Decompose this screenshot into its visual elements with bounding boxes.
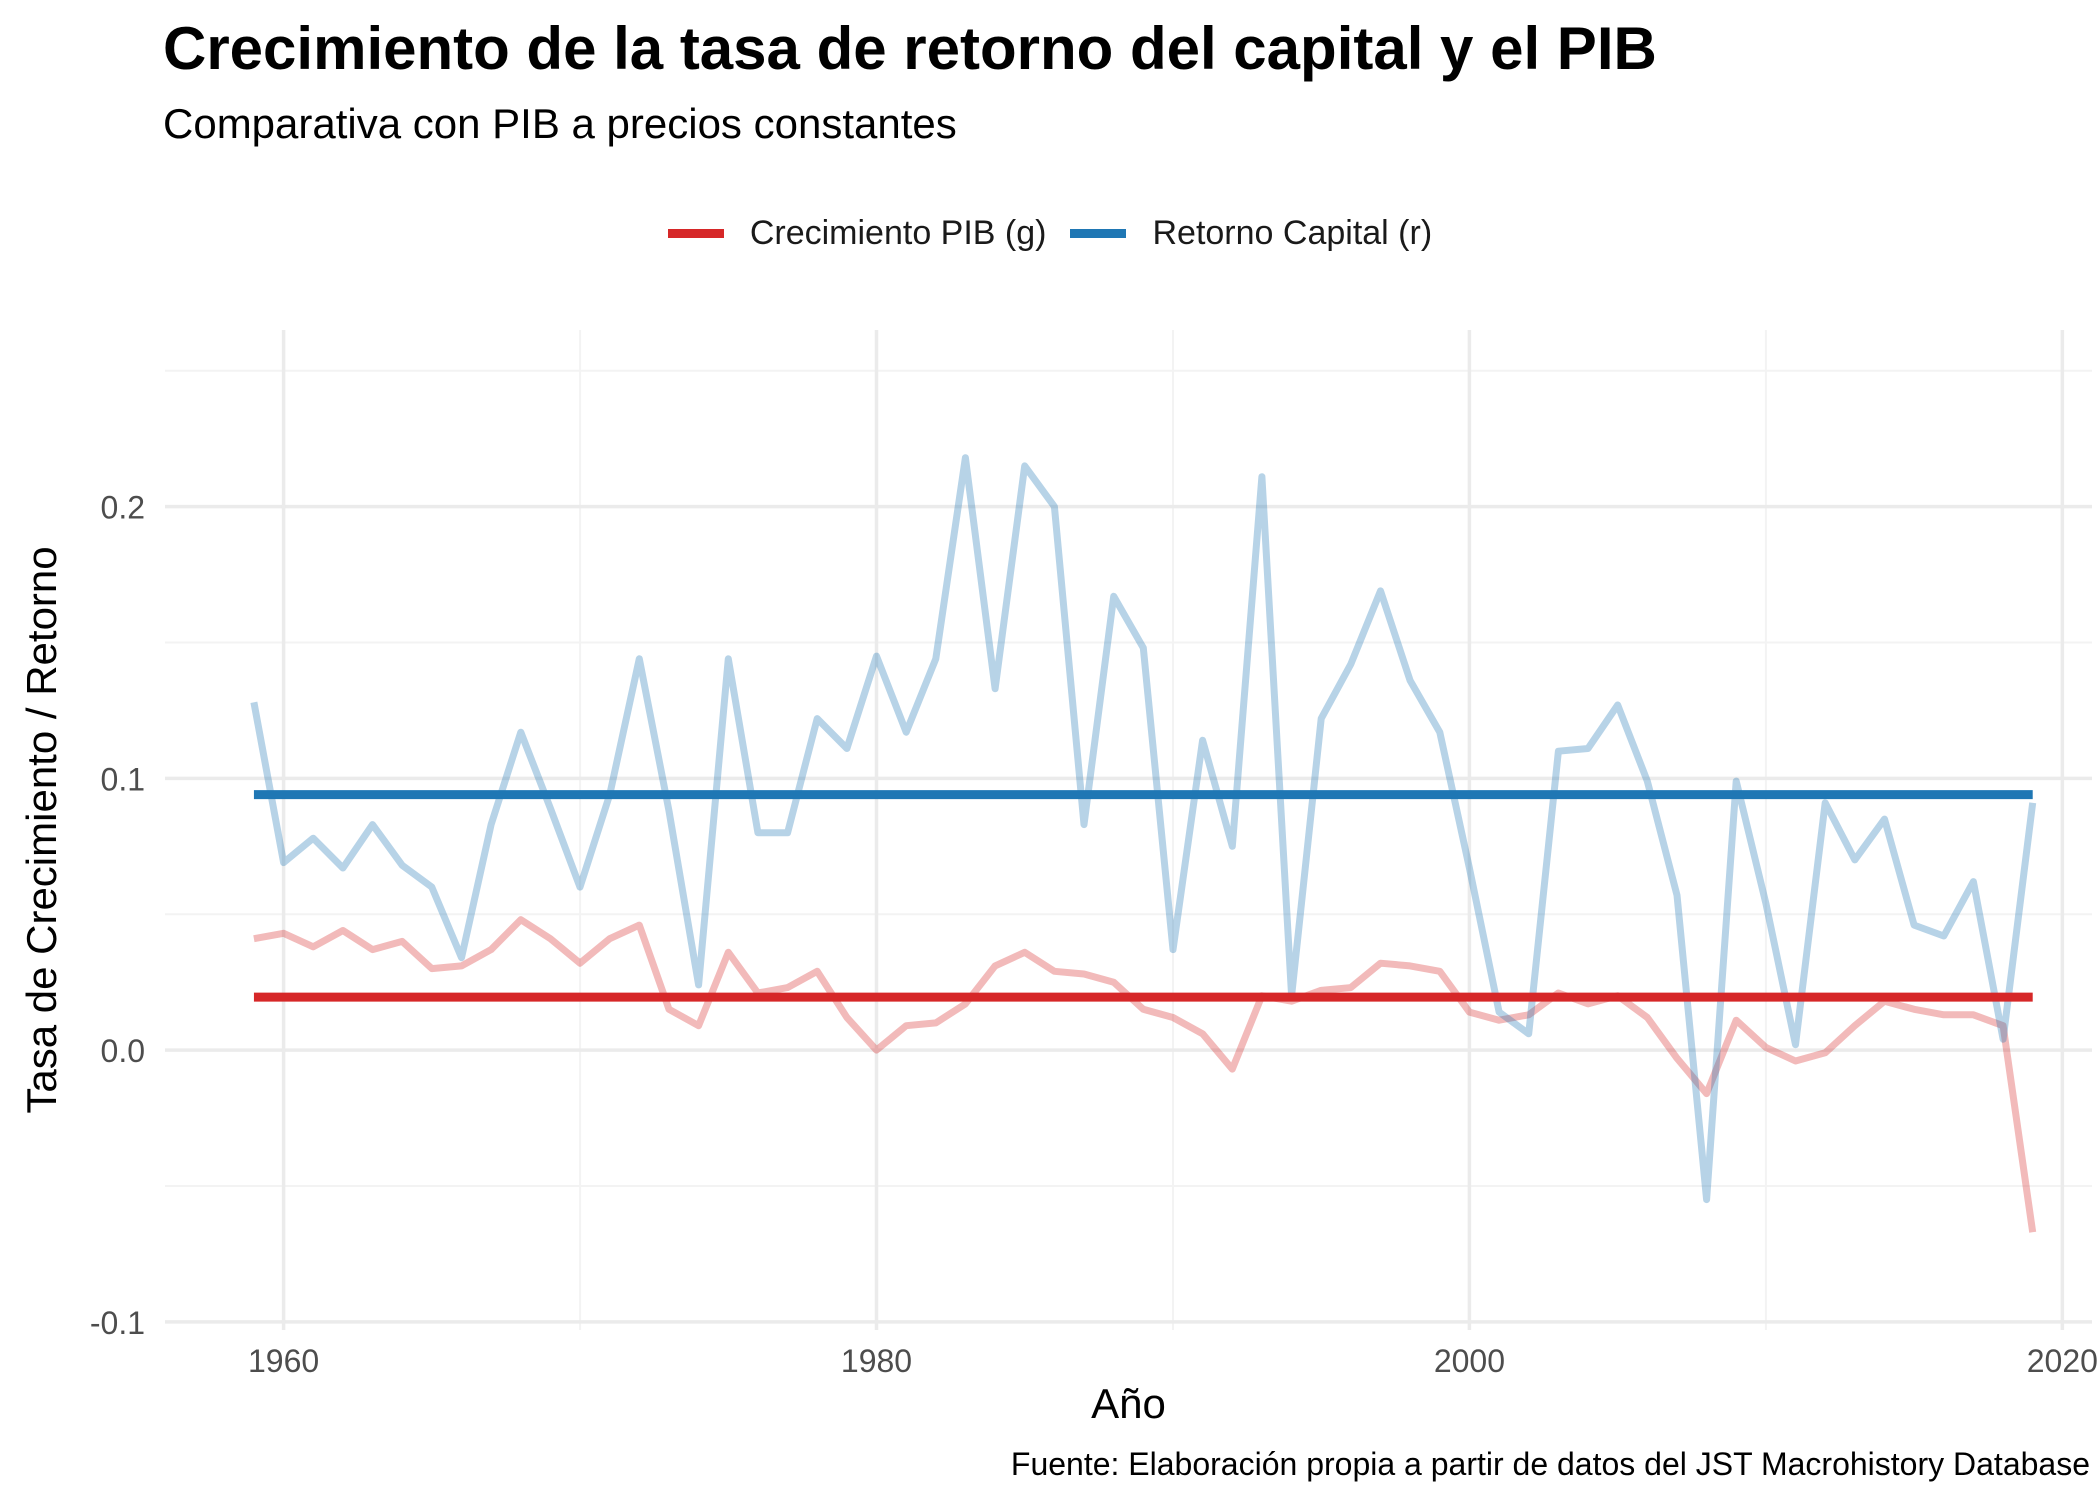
x-axis-title: Año bbox=[1091, 1380, 1166, 1427]
legend-key-gdp bbox=[667, 229, 724, 238]
y-tick-label: 0.1 bbox=[101, 761, 145, 797]
legend-key-capital bbox=[1070, 229, 1127, 238]
legend-item-capital: Retorno Capital (r) bbox=[1070, 214, 1432, 253]
legend-label-capital: Retorno Capital (r) bbox=[1152, 214, 1433, 252]
capital-return-line bbox=[250, 454, 2037, 1204]
y-tick-label: 0.2 bbox=[101, 490, 145, 526]
y-tick-label: 0.0 bbox=[101, 1033, 145, 1069]
legend-label-gdp: Crecimiento PIB (g) bbox=[749, 214, 1047, 252]
x-tick-label: 1960 bbox=[248, 1343, 319, 1379]
chart-title: Crecimiento de la tasa de retorno del ca… bbox=[163, 15, 1657, 82]
y-tick-label: -0.1 bbox=[90, 1305, 145, 1341]
x-tick-label: 2000 bbox=[1434, 1343, 1505, 1379]
x-tick-label: 2020 bbox=[2027, 1343, 2098, 1379]
gdp-growth-line bbox=[253, 916, 2037, 1233]
chart-subtitle: Comparativa con PIB a precios constantes bbox=[163, 100, 957, 147]
x-tick-label: 1980 bbox=[841, 1343, 912, 1379]
y-axis-title: Tasa de Crecimiento / Retorno bbox=[18, 546, 65, 1113]
chart-caption: Fuente: Elaboración propia a partir de d… bbox=[1010, 1446, 2090, 1482]
legend-item-gdp: Crecimiento PIB (g) bbox=[667, 214, 1047, 253]
legend: Crecimiento PIB (g) Retorno Capital (r) bbox=[0, 214, 2100, 253]
